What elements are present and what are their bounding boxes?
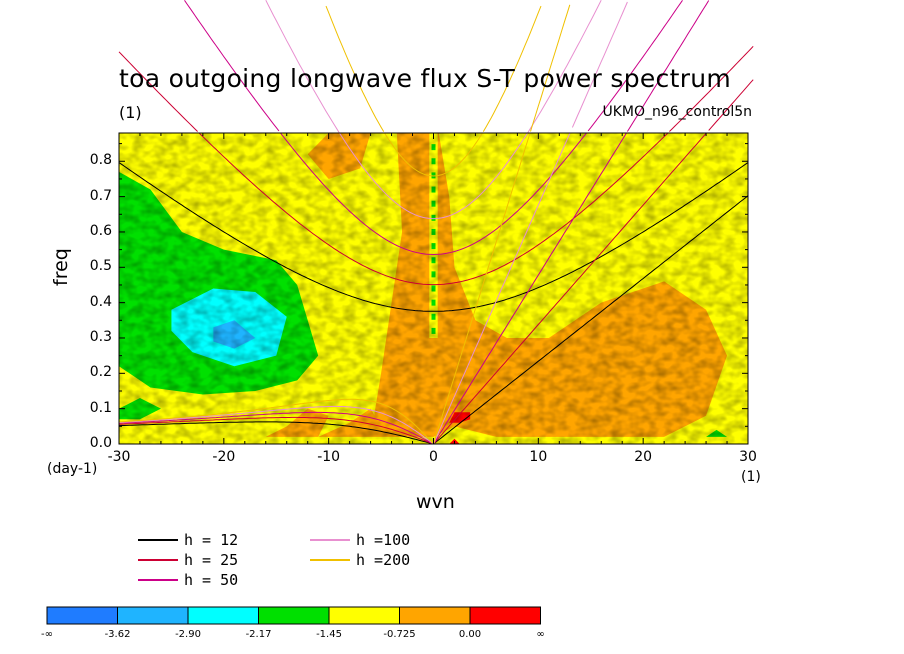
- curve-inertia-gravity-h25-outside: [118, 45, 754, 132]
- curve-kelvin-h100: [433, 133, 571, 444]
- x-tick-label: -30: [107, 449, 131, 465]
- legend-item: h =100: [310, 531, 410, 549]
- colorbar-swatch: [187, 606, 259, 625]
- colorbar-label: -∞: [41, 629, 53, 640]
- y-tick-label: 0.8: [89, 152, 112, 169]
- colorbar-label: -1.45: [316, 629, 342, 640]
- curve-rossby-h50: [119, 411, 434, 444]
- legend-swatch: [310, 559, 350, 561]
- curve-rossby-h100: [119, 405, 434, 444]
- legend-item: h = 50: [138, 571, 238, 589]
- colorbar-swatch: [469, 606, 541, 625]
- curve-inertia-gravity-h12: [119, 162, 748, 312]
- y-tick-label: 0.3: [89, 328, 112, 345]
- chart-subtitle-left: (1): [119, 103, 142, 122]
- colorbar-label: -3.62: [104, 629, 131, 640]
- y-tick-label: 0.0: [89, 435, 112, 451]
- curve-rossby-h25: [119, 416, 434, 444]
- legend-label: h =200: [356, 551, 411, 569]
- curve-kelvin-h12: [433, 195, 748, 444]
- legend-swatch: [138, 559, 178, 561]
- curve-inertia-gravity-h100-outside: [265, 0, 602, 133]
- y-tick-label: 0.2: [89, 364, 112, 381]
- colorbar-swatch: [46, 606, 118, 625]
- spectrum-field: [119, 133, 748, 444]
- curve-kelvin-h25: [433, 133, 708, 444]
- legend-swatch: [310, 539, 350, 541]
- colorbar: [46, 606, 541, 625]
- chart-title: toa outgoing longwave flux S-T power spe…: [119, 64, 732, 93]
- curve-inertia-gravity-h100: [338, 133, 529, 220]
- colorbar-label: -2.17: [245, 629, 272, 640]
- axis-ticks: [118, 133, 749, 445]
- curve-rossby-h200: [119, 398, 434, 444]
- legend-item: h = 25: [138, 551, 238, 569]
- curve-inertia-gravity-h50: [279, 133, 588, 256]
- curve-inertia-gravity-h200: [383, 133, 484, 177]
- x-axis-unit: (1): [741, 469, 761, 485]
- curve-kelvin-h200: [433, 133, 531, 444]
- x-tick-label: -20: [212, 449, 236, 465]
- x-axis-label: wvn: [416, 491, 455, 513]
- y-axis-unit: (day-1): [47, 461, 98, 477]
- colorbar-swatch: [258, 606, 330, 625]
- y-tick-label: 0.4: [89, 293, 112, 310]
- legend-label: h = 50: [184, 571, 239, 589]
- legend-swatch: [138, 579, 178, 581]
- dispersion-curves: [119, 133, 748, 444]
- colorbar-label: -2.90: [175, 629, 201, 640]
- x-tick-label: -10: [317, 449, 341, 465]
- legend-label: h = 12: [184, 531, 239, 549]
- curve-inertia-gravity-h50-outside: [184, 0, 683, 132]
- legend-swatch: [138, 539, 178, 541]
- curve-inertia-gravity-h25: [198, 133, 669, 286]
- x-tick-label: 20: [634, 449, 653, 465]
- y-axis-label: freq: [50, 248, 72, 286]
- x-tick-label: 30: [739, 449, 757, 465]
- colorbar-swatch: [399, 606, 471, 625]
- y-tick-label: 0.7: [89, 187, 112, 204]
- legend-item: h =200: [310, 551, 410, 569]
- curve-kelvin-h100-outside: [571, 1, 628, 128]
- curve-kelvin-h200-outside: [530, 4, 571, 132]
- y-tick-label: 0.6: [89, 222, 112, 239]
- colorbar-label: -0.725: [383, 629, 416, 640]
- curve-kelvin-h50-outside: [626, 0, 710, 132]
- x-tick-label: 10: [529, 449, 548, 465]
- colorbar-swatch: [117, 606, 189, 625]
- curve-rossby-h12: [119, 421, 434, 444]
- y-tick-label: 0.5: [89, 258, 112, 275]
- y-tick-label: 0.1: [89, 399, 112, 416]
- x-tick-label: 0: [429, 449, 438, 465]
- colorbar-label: ∞: [536, 629, 545, 640]
- curve-inertia-gravity-h200-outside: [325, 5, 542, 132]
- colorbar-label: 0.00: [458, 629, 482, 640]
- legend-item: h = 12: [138, 531, 238, 549]
- field-texture: [119, 133, 748, 444]
- curve-kelvin-h50: [433, 133, 628, 444]
- colorbar-swatch: [328, 606, 400, 625]
- dispersion-curves-above-plot: [118, 0, 754, 133]
- curve-kelvin-h25-outside: [708, 79, 754, 131]
- legend-label: h =100: [356, 531, 411, 549]
- chart-subtitle-right: UKMO_n96_control5n: [602, 104, 752, 120]
- legend-label: h = 25: [184, 551, 239, 569]
